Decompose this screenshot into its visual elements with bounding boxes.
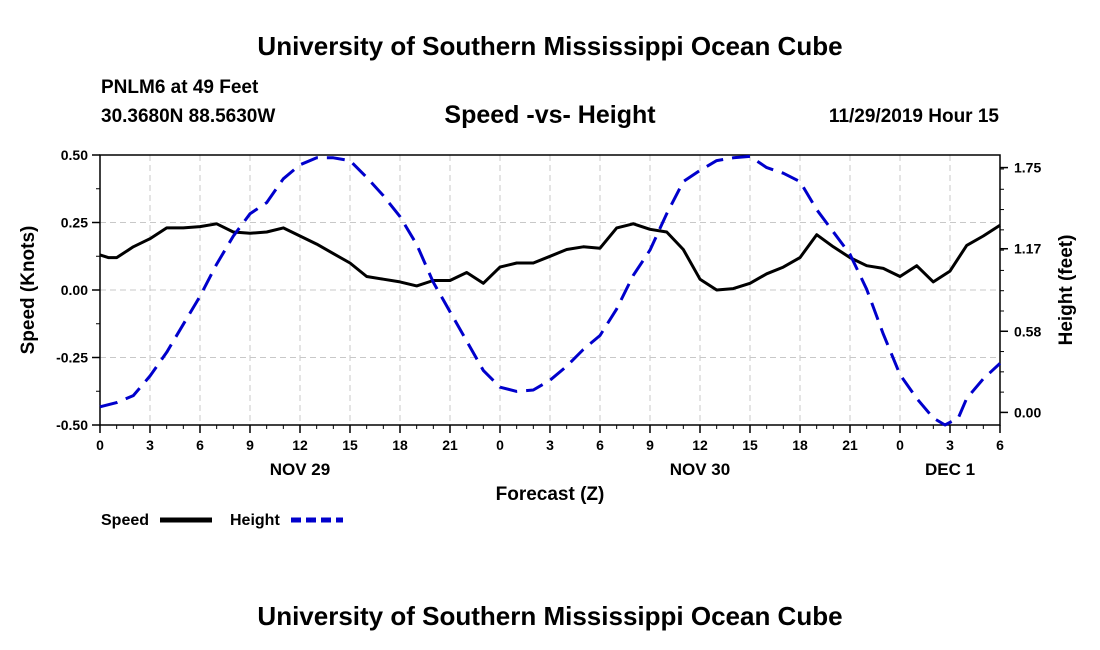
date-label: NOV 30 <box>670 460 730 479</box>
y2-tick-label: 1.17 <box>1014 241 1041 257</box>
data-series <box>99 154 1002 427</box>
x-tick-label: 6 <box>996 437 1004 453</box>
coordinates-label: 30.3680N 88.5630W <box>101 106 276 127</box>
axis-ticks <box>92 154 1008 433</box>
chart-subtitle: Speed -vs- Height <box>444 101 656 129</box>
x-tick-label: 18 <box>392 437 408 453</box>
legend-label-height: Height <box>230 512 280 529</box>
x-tick-label: 0 <box>896 437 904 453</box>
page-title: University of Southern Mississippi Ocean… <box>257 31 843 61</box>
x-tick-label: 3 <box>546 437 554 453</box>
x-tick-label: 9 <box>646 437 654 453</box>
x-tick-label: 6 <box>196 437 204 453</box>
y-tick-label: 0.25 <box>61 215 88 231</box>
x-tick-label: 15 <box>742 437 758 453</box>
x-tick-label: 15 <box>342 437 358 453</box>
x-tick-label: 3 <box>146 437 154 453</box>
y2-axis-title: Height (feet) <box>1056 235 1077 346</box>
y-tick-label: -0.50 <box>56 417 88 433</box>
y-tick-label: 0.00 <box>61 282 88 298</box>
footer-title: University of Southern Mississippi Ocean… <box>257 601 843 631</box>
y2-tick-label: 1.75 <box>1014 160 1041 176</box>
x-tick-label: 12 <box>692 437 708 453</box>
legend-label-speed: Speed <box>101 512 149 529</box>
date-label: NOV 29 <box>270 460 330 479</box>
x-tick-label: 0 <box>496 437 504 453</box>
series-line-height <box>99 154 1002 427</box>
x-tick-label: 21 <box>442 437 458 453</box>
y-tick-label: -0.25 <box>56 350 88 366</box>
legend: Speed Height <box>101 512 343 529</box>
x-tick-label: 18 <box>792 437 808 453</box>
grid-lines <box>100 155 1000 425</box>
y-tick-label: 0.50 <box>61 147 88 163</box>
y-axis-title: Speed (Knots) <box>18 226 39 355</box>
x-tick-label: 21 <box>842 437 858 453</box>
datetime-label: 11/29/2019 Hour 15 <box>828 106 999 127</box>
axis-labels: 0 3 6 9 12 15 18 21 0 3 6 9 12 15 18 21 0 3 6 NOV 29 NOV 30 D… <box>56 147 1041 479</box>
x-tick-label: 3 <box>946 437 954 453</box>
y2-tick-label: 0.00 <box>1014 404 1041 420</box>
date-label: DEC 1 <box>925 460 975 479</box>
y2-tick-label: 0.58 <box>1014 323 1041 339</box>
x-tick-label: 12 <box>292 437 308 453</box>
x-tick-label: 6 <box>596 437 604 453</box>
x-tick-label: 0 <box>96 437 104 453</box>
x-axis-title: Forecast (Z) <box>496 484 605 505</box>
x-tick-label: 9 <box>246 437 254 453</box>
station-label: PNLM6 at 49 Feet <box>101 77 259 98</box>
